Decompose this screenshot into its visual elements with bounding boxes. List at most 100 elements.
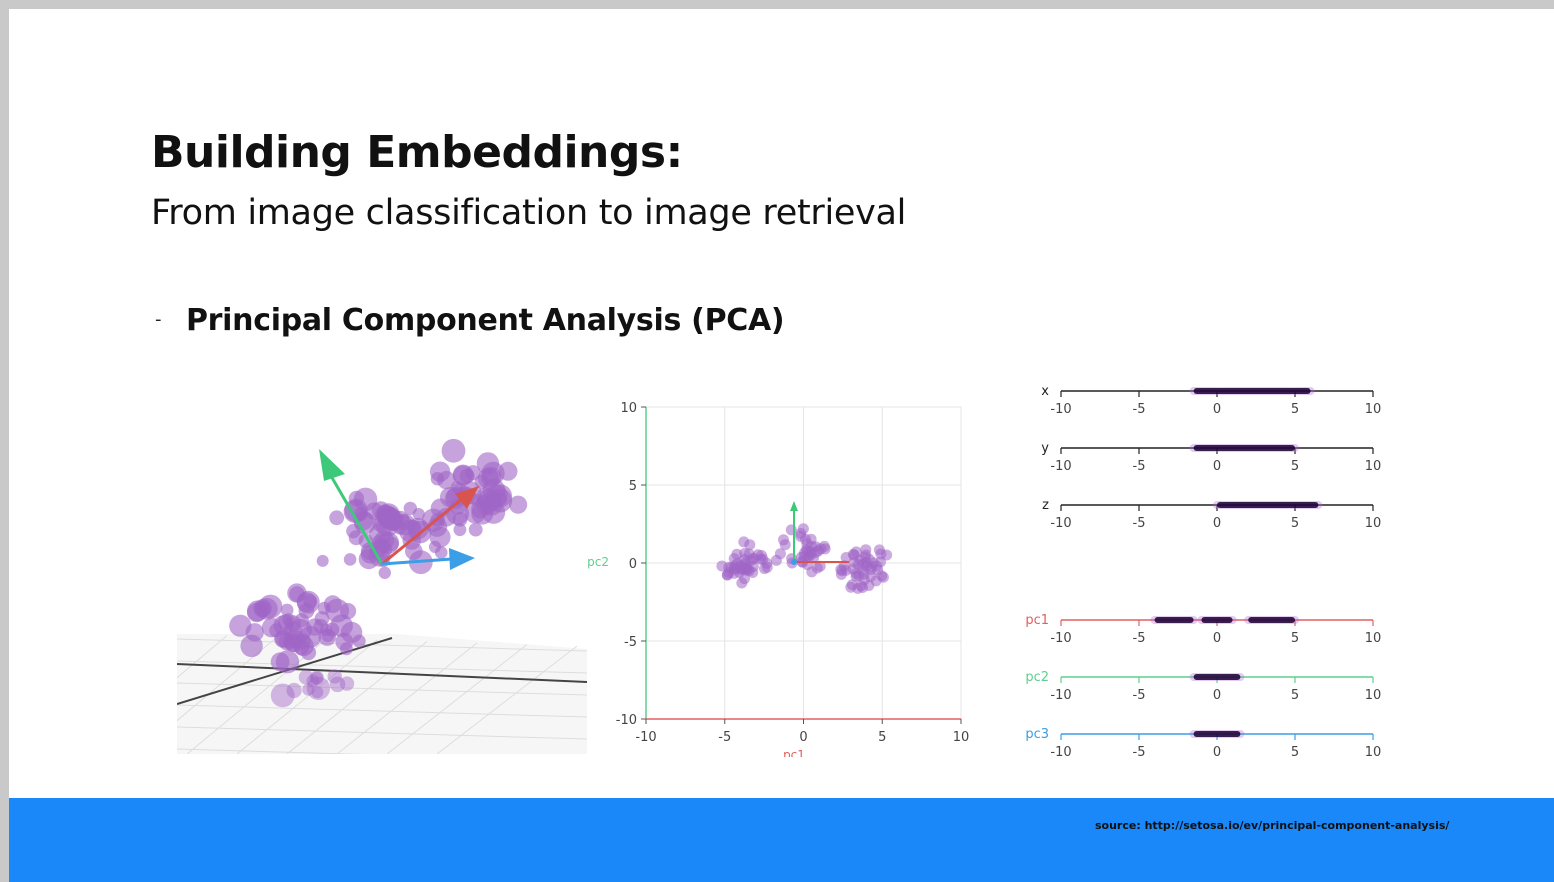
strip-tick-label: 0 bbox=[1213, 459, 1221, 474]
source-citation: source: http://setosa.io/ev/principal-co… bbox=[1095, 819, 1450, 832]
cloud-point bbox=[329, 510, 345, 526]
cloud-point bbox=[316, 554, 329, 567]
x-tick-label: 10 bbox=[953, 730, 970, 745]
strip-tick-label: -10 bbox=[1050, 745, 1071, 760]
pca-3d-point-cloud bbox=[177, 438, 587, 754]
strip-label: pc1 bbox=[1025, 613, 1049, 628]
cloud-point bbox=[374, 530, 395, 550]
scatter-point bbox=[870, 575, 882, 587]
scatter-point bbox=[756, 550, 768, 561]
strip-tick-label: 10 bbox=[1365, 516, 1382, 531]
scatter-point bbox=[814, 560, 826, 572]
strip-tick-label: 5 bbox=[1291, 459, 1299, 474]
pca-2d-scatter: -10 -5 0 5 10 10 5 0 -5 -10 pc1 pc2 bbox=[587, 401, 970, 757]
cloud-point bbox=[428, 540, 442, 553]
floor-grid bbox=[177, 634, 587, 754]
bullet-marker: - bbox=[155, 309, 162, 330]
y-tick-label: 0 bbox=[629, 557, 637, 572]
cloud-point bbox=[509, 495, 528, 514]
density-band bbox=[1154, 617, 1194, 623]
scatter-point bbox=[852, 559, 864, 570]
cloud-point bbox=[452, 511, 468, 527]
cloud-point bbox=[453, 523, 467, 537]
scatter-point bbox=[835, 568, 847, 580]
cloud-point bbox=[284, 615, 301, 632]
cloud-point bbox=[298, 669, 314, 685]
strip-tick-label: -5 bbox=[1133, 631, 1146, 646]
y-tick-label: -5 bbox=[624, 635, 637, 650]
scatter-point bbox=[742, 563, 754, 575]
strip-tick-label: 0 bbox=[1213, 745, 1221, 760]
cloud-point bbox=[286, 682, 302, 699]
strip-tick-label: -5 bbox=[1133, 459, 1146, 474]
strip-tick-label: 5 bbox=[1291, 402, 1299, 417]
x-tick-label: 0 bbox=[799, 730, 807, 745]
cloud-point bbox=[270, 652, 290, 672]
strip-tick-label: -10 bbox=[1050, 688, 1071, 703]
cloud-point bbox=[270, 683, 295, 708]
strip-tick-label: 5 bbox=[1291, 745, 1299, 760]
scatter-point bbox=[857, 582, 869, 593]
cloud-point bbox=[303, 594, 318, 609]
strip-tick-label: 0 bbox=[1213, 402, 1221, 417]
strip-tick-label: 0 bbox=[1213, 688, 1221, 703]
principal-arrows bbox=[319, 449, 479, 570]
strip-label: pc2 bbox=[1025, 670, 1049, 685]
scatter-point bbox=[738, 554, 750, 565]
cloud-point bbox=[498, 461, 518, 481]
cloud-point bbox=[327, 669, 342, 684]
strip-pc2: pc2-10 -5 0 5 10 bbox=[1025, 670, 1381, 703]
cloud-point bbox=[482, 500, 506, 524]
cloud-point bbox=[283, 633, 303, 652]
cloud-point bbox=[280, 603, 294, 617]
strip-tick-label: 10 bbox=[1365, 688, 1382, 703]
cloud-point bbox=[352, 634, 366, 648]
cloud-point bbox=[360, 542, 379, 560]
cloud-point bbox=[240, 634, 263, 658]
scatter-point bbox=[813, 545, 824, 557]
strip-tick-label: 10 bbox=[1365, 631, 1382, 646]
scatter-point bbox=[723, 561, 735, 573]
cloud-point bbox=[430, 472, 445, 486]
scatter-point bbox=[875, 548, 887, 560]
strip-z: z-10 -5 0 5 10 bbox=[1042, 498, 1381, 531]
point-cloud bbox=[229, 438, 528, 708]
strip-tick-label: 10 bbox=[1365, 402, 1382, 417]
arrow-green-head bbox=[319, 449, 345, 481]
strip-tick-label: 10 bbox=[1365, 459, 1382, 474]
density-band bbox=[1193, 445, 1295, 451]
strip-tick-label: -10 bbox=[1050, 631, 1071, 646]
plot-points bbox=[716, 523, 893, 594]
strip-label: z bbox=[1042, 498, 1049, 513]
cloud-point bbox=[405, 542, 423, 560]
strip-tick-label: -5 bbox=[1133, 745, 1146, 760]
scatter-point bbox=[802, 545, 814, 557]
y-tick-label: 5 bbox=[629, 479, 637, 494]
cloud-point bbox=[323, 595, 342, 614]
cloud-point bbox=[329, 676, 346, 693]
strip-tick-label: -10 bbox=[1050, 402, 1071, 417]
density-band bbox=[1193, 388, 1311, 394]
strip-tick-label: -10 bbox=[1050, 459, 1071, 474]
strip-tick-label: -5 bbox=[1133, 516, 1146, 531]
density-band bbox=[1193, 674, 1241, 680]
strip-tick-label: 10 bbox=[1365, 745, 1382, 760]
slide-title: Building Embeddings: bbox=[151, 127, 683, 178]
arrow-red-head bbox=[455, 486, 479, 509]
strip-x: x-10 -5 0 5 10 bbox=[1041, 384, 1381, 417]
cloud-point bbox=[310, 671, 323, 684]
slide: Building Embeddings: From image classifi… bbox=[9, 9, 1554, 882]
strip-label: pc3 bbox=[1025, 727, 1049, 742]
density-band bbox=[1248, 617, 1295, 623]
x-tick-label: -5 bbox=[718, 730, 731, 745]
cloud-point bbox=[412, 508, 425, 521]
scatter-point bbox=[736, 577, 748, 589]
density-band bbox=[1217, 502, 1319, 508]
cloud-point bbox=[476, 452, 500, 475]
plot-arrows bbox=[790, 501, 849, 565]
strip-pc1: pc1-10 -5 0 5 10 bbox=[1025, 613, 1381, 646]
plot-axes: -10 -5 0 5 10 10 5 0 -5 -10 bbox=[616, 401, 970, 745]
arrow-blue-head bbox=[449, 548, 475, 570]
cloud-point bbox=[309, 670, 324, 685]
